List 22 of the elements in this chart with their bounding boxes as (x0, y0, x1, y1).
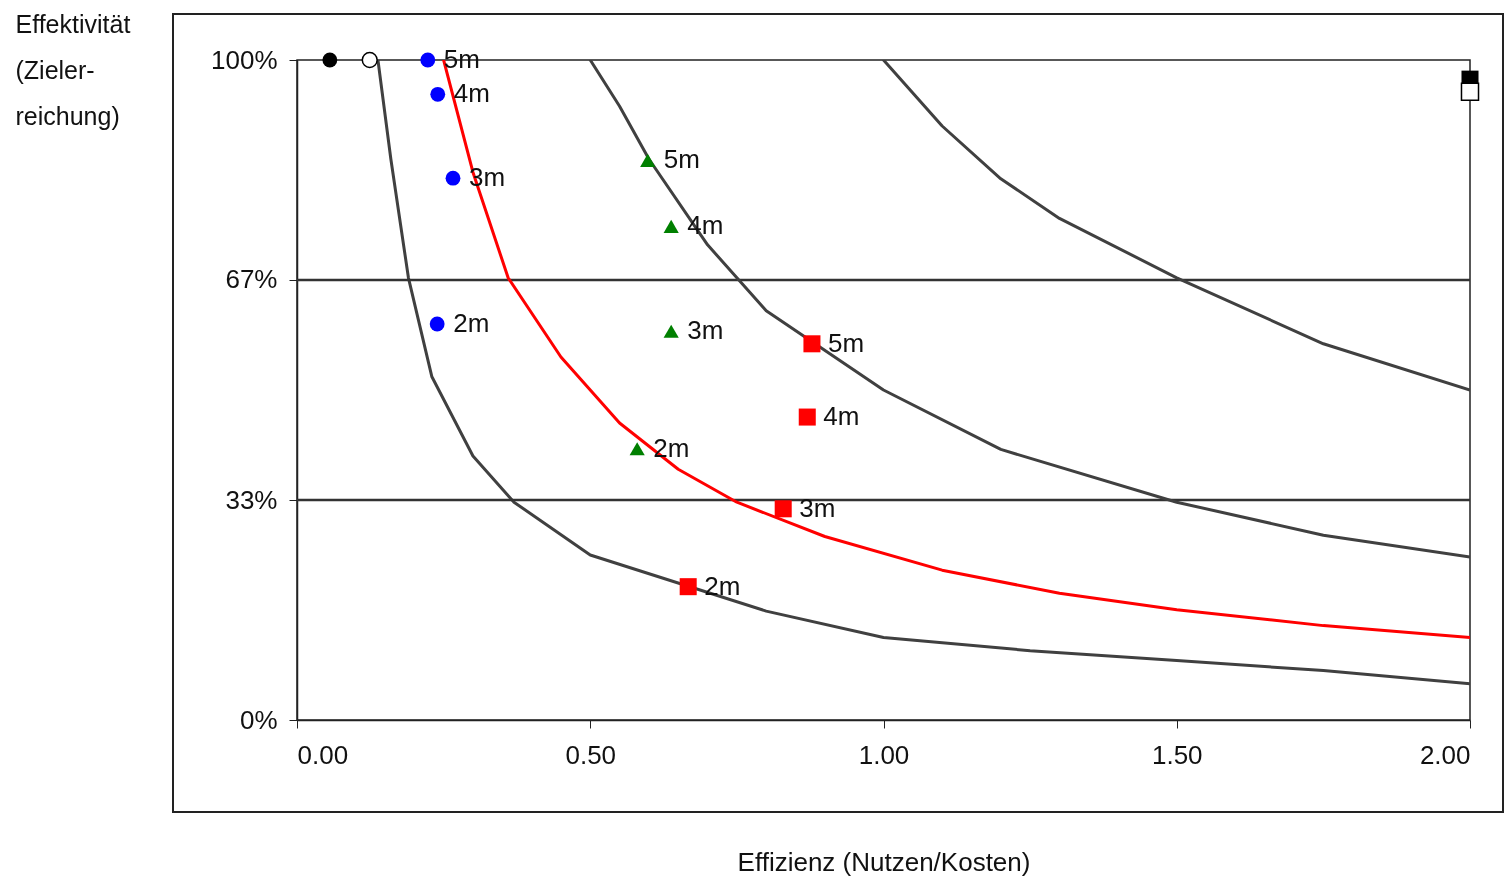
x-tick-label: 0.50 (565, 739, 617, 770)
annotation: 2m (653, 432, 690, 463)
x-tick-label: 0.00 (297, 739, 349, 770)
y-axis-title: Effektivität (Zieler- reichung) (15, 9, 131, 130)
annotation: 2m (704, 570, 741, 601)
annotation: 2m (453, 308, 490, 338)
line-series (588, 60, 1470, 559)
annotation: 5m (827, 327, 865, 358)
x-axis-title: Effizienz (Nutzen/Kosten) (737, 846, 1031, 877)
y-tick-label: 33% (225, 484, 278, 515)
x-tick-label: 2.00 (1419, 739, 1471, 770)
line-series (882, 60, 1470, 392)
y-tick-label: 0% (239, 704, 278, 735)
x-tick-label: 1.50 (1151, 739, 1203, 770)
annotation: 4m (453, 78, 490, 109)
annotation: 3m (799, 492, 836, 523)
annotation: 5m (663, 144, 700, 175)
y-tick-label: 67% (225, 264, 278, 295)
annotation: 3m (687, 315, 724, 346)
annotation: 4m (823, 401, 860, 432)
x-tick-label: 1.00 (858, 739, 910, 770)
y-tick-label: 100% (211, 44, 278, 75)
